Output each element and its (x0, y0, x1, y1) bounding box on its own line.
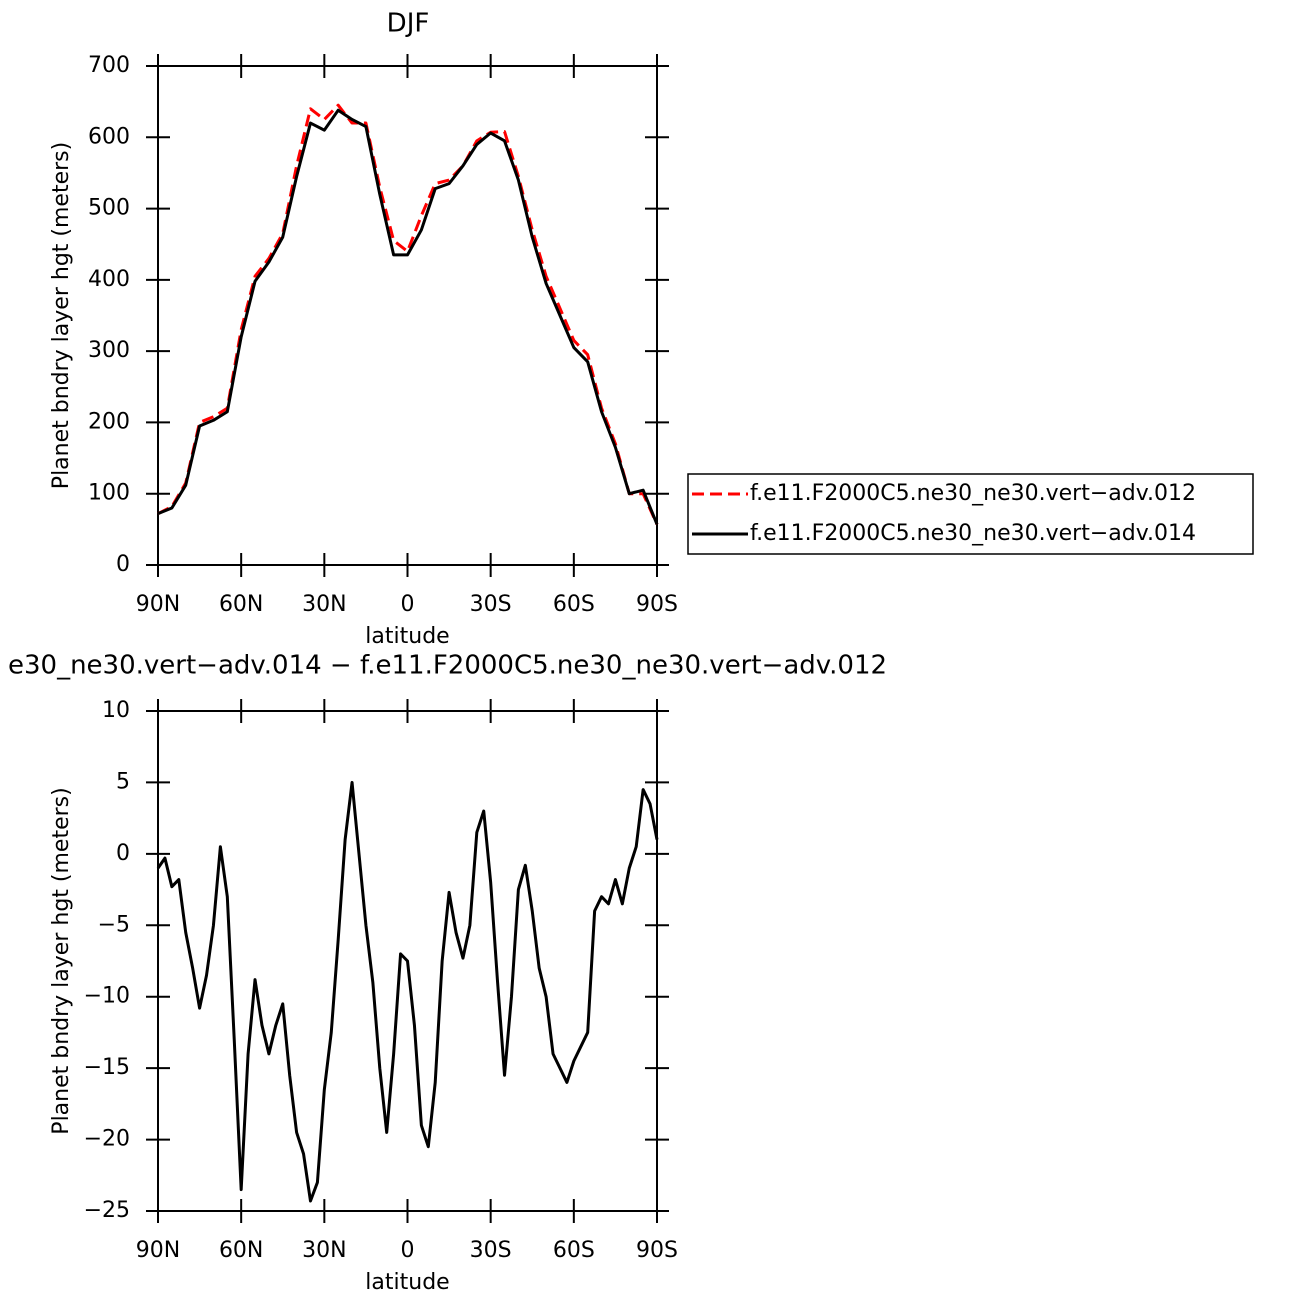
x-tick-label: 30N (302, 1238, 346, 1263)
series-line (156, 780, 659, 1203)
y-axis-label: Planet bndry layer hgt (meters) (49, 142, 74, 489)
y-tick-label: −15 (84, 1055, 130, 1080)
x-tick-label: 30S (470, 1238, 512, 1263)
x-tick-label: 30N (302, 592, 346, 617)
y-tick-label: −10 (84, 984, 130, 1009)
x-tick-label: 60S (553, 592, 595, 617)
x-tick-label: 60S (553, 1238, 595, 1263)
x-tick-label: 60N (219, 1238, 263, 1263)
x-tick-label: 0 (401, 592, 415, 617)
legend-box (687, 473, 1254, 555)
y-axis-label: Planet bndry layer hgt (meters) (49, 787, 74, 1134)
x-tick-label: 60N (219, 592, 263, 617)
y-tick-label: 10 (102, 698, 130, 723)
y-tick-label: 600 (88, 124, 130, 149)
y-tick-label: 5 (116, 769, 130, 794)
y-tick-label: −25 (84, 1198, 130, 1223)
x-tick-label: 0 (401, 1238, 415, 1263)
y-tick-label: 100 (88, 481, 130, 506)
y-tick-label: 700 (88, 53, 130, 78)
legend-label: f.e11.F2000C5.ne30_ne30.vert−adv.014 (750, 521, 1196, 546)
y-tick-label: 0 (116, 841, 130, 866)
x-axis-label: latitude (365, 1270, 449, 1295)
x-tick-label: 90N (136, 1238, 180, 1263)
y-tick-label: 500 (88, 196, 130, 221)
y-tick-label: 0 (116, 552, 130, 577)
plot-frame (157, 710, 658, 1212)
chart-title: e30_ne30.vert−adv.014 − f.e11.F2000C5.ne… (8, 651, 887, 681)
y-tick-label: −20 (84, 1127, 130, 1152)
series-line (157, 108, 659, 525)
x-axis-label: latitude (365, 624, 449, 649)
y-tick-label: −5 (98, 912, 130, 937)
y-tick-label: 200 (88, 409, 130, 434)
x-tick-label: 90S (636, 592, 678, 617)
chart-title: DJF (387, 9, 430, 39)
plot-frame (157, 65, 658, 566)
x-tick-label: 90S (636, 1238, 678, 1263)
y-tick-label: 300 (88, 338, 130, 363)
legend-label: f.e11.F2000C5.ne30_ne30.vert−adv.012 (750, 481, 1196, 506)
x-tick-label: 30S (470, 592, 512, 617)
x-tick-label: 90N (136, 592, 180, 617)
series-line (157, 103, 659, 525)
y-tick-label: 400 (88, 267, 130, 292)
